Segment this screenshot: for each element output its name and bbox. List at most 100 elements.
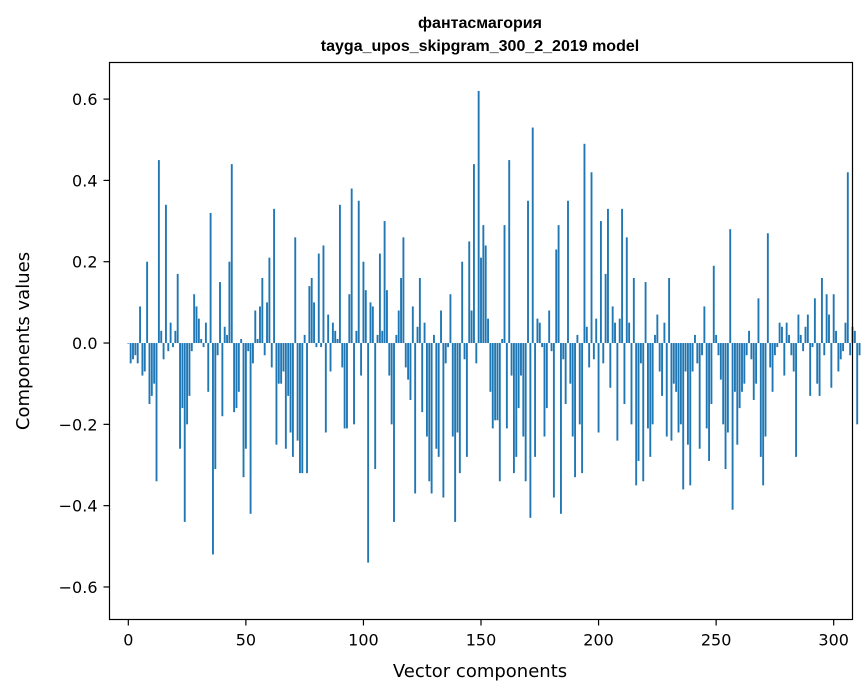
bar: [630, 343, 633, 425]
bar: [766, 233, 769, 344]
bar: [449, 294, 452, 344]
y-tick-label: −0.2: [59, 415, 98, 434]
bar: [451, 343, 454, 437]
bar: [663, 322, 666, 344]
plot-frame: [108, 61, 854, 621]
bar: [494, 343, 497, 421]
bar: [550, 343, 553, 352]
bar: [148, 343, 151, 405]
bar: [320, 343, 323, 348]
bar: [484, 245, 487, 344]
bar: [315, 343, 318, 348]
bar: [802, 343, 805, 352]
bar: [778, 322, 781, 344]
bar: [599, 221, 602, 344]
bar: [571, 343, 574, 437]
bar: [508, 160, 511, 344]
bar: [722, 343, 725, 425]
bar: [303, 334, 306, 344]
bar: [346, 343, 348, 429]
bar: [322, 245, 325, 344]
bar: [531, 127, 534, 344]
bar: [204, 322, 207, 344]
bar: [729, 229, 732, 344]
bar: [684, 343, 687, 372]
bar: [249, 343, 252, 514]
bar: [512, 343, 515, 474]
y-tick-label: 0.6: [72, 90, 97, 109]
bar: [515, 343, 518, 457]
bar: [498, 343, 501, 482]
x-tick-label: 250: [701, 631, 732, 650]
bar: [157, 160, 160, 344]
bar: [654, 334, 656, 344]
bar: [240, 338, 243, 344]
bar: [538, 322, 541, 344]
bar: [496, 343, 499, 421]
bar: [437, 343, 440, 457]
bar: [324, 343, 327, 433]
bar: [788, 334, 790, 344]
bar: [557, 225, 560, 344]
bar: [465, 343, 468, 457]
bar: [343, 343, 346, 429]
y-axis-ticks: −0.6 −0.4 −0.2 0.0 0.2 0.4 0.6: [59, 90, 110, 597]
bar: [705, 343, 708, 429]
bar: [383, 221, 386, 344]
bar: [388, 343, 391, 376]
bar: [745, 343, 748, 356]
bar: [677, 343, 680, 433]
bar: [390, 343, 393, 425]
bar: [541, 343, 544, 348]
bar: [360, 343, 363, 376]
bar: [167, 343, 170, 352]
bar: [270, 343, 273, 368]
bar: [724, 343, 727, 470]
bar: [691, 343, 694, 372]
bar: [647, 343, 649, 429]
bar: [828, 314, 830, 344]
bar: [555, 249, 558, 344]
bar: [689, 343, 692, 486]
bar: [773, 343, 776, 356]
bar: [371, 306, 374, 344]
bar: [242, 343, 245, 478]
bar: [468, 241, 471, 344]
bar: [190, 343, 193, 352]
bar: [282, 343, 285, 372]
bar: [806, 314, 809, 344]
bar: [842, 343, 845, 352]
bar: [146, 261, 149, 344]
bar: [132, 343, 134, 360]
x-tick-label: 100: [348, 631, 379, 650]
bar: [193, 294, 196, 344]
bar: [397, 310, 400, 344]
bar: [710, 343, 713, 405]
bar: [503, 225, 506, 344]
bar: [169, 322, 172, 344]
bar: [658, 343, 661, 372]
bar: [811, 343, 814, 348]
bar: [418, 277, 421, 344]
bar: [348, 294, 351, 344]
bar: [202, 343, 205, 348]
chart-subtitle: tayga_upos_skipgram_300_2_2019 model: [321, 38, 639, 55]
bar: [150, 343, 153, 396]
bar: [425, 343, 428, 437]
bar: [216, 343, 219, 356]
bar: [604, 273, 607, 344]
bar: [830, 343, 833, 388]
y-tick-label: 0.2: [72, 253, 97, 272]
bar: [628, 322, 631, 344]
bar: [230, 164, 233, 344]
bar: [736, 343, 739, 445]
bar: [475, 343, 478, 364]
bar: [588, 343, 591, 368]
bar: [792, 343, 795, 372]
bar: [522, 343, 525, 437]
bar: [275, 343, 278, 445]
y-tick-label: 0.4: [72, 171, 97, 190]
bar: [567, 200, 569, 344]
bar: [576, 334, 579, 344]
bar: [374, 343, 377, 470]
